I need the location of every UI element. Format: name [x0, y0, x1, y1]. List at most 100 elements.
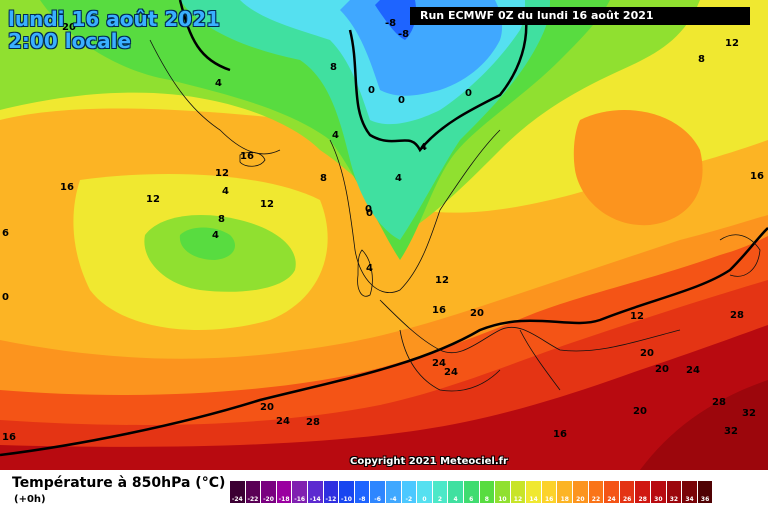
- contour-label: 12: [435, 275, 449, 286]
- scale-cell: 30: [651, 481, 667, 503]
- isotherm-north: [178, 0, 231, 72]
- scale-label: -16: [294, 496, 306, 503]
- contour-label: 32: [724, 426, 738, 437]
- scale-cell: -16: [292, 481, 308, 503]
- contour-label: 0: [398, 95, 405, 106]
- scale-cell: -8: [354, 481, 371, 503]
- scale-cell: 20: [573, 481, 589, 503]
- contour-label: 0: [366, 208, 373, 219]
- contour-label: 0: [465, 88, 472, 99]
- scale-cell: 6: [463, 481, 480, 503]
- contour-label: 4: [420, 142, 427, 153]
- contour-label: 28: [306, 417, 320, 428]
- scale-cell: 32: [666, 481, 683, 503]
- region-green-blob-core: [179, 227, 235, 260]
- coast-greenland: [149, 39, 281, 155]
- contour-label: 16: [60, 182, 74, 193]
- contour-label: 4: [212, 230, 219, 241]
- scale-label: 0: [422, 496, 427, 503]
- coast-iceland: [239, 151, 266, 167]
- scale-cell: -2: [401, 481, 418, 503]
- scale-label: 2: [437, 496, 443, 503]
- region-orange-east: [573, 110, 703, 226]
- scale-label: 26: [622, 496, 632, 503]
- contour-label: 16: [750, 171, 764, 182]
- coast-iberia: [399, 329, 501, 392]
- contour-label: 8: [330, 62, 337, 73]
- scale-cell: 26: [619, 481, 636, 503]
- scale-label: -20: [263, 496, 274, 503]
- scale-cell: 0: [417, 481, 433, 503]
- scale-label: 4: [453, 496, 458, 503]
- coastlines: [149, 39, 761, 392]
- scale-cell: 8: [479, 481, 496, 503]
- contour-label: 8: [320, 173, 327, 184]
- contour-label: 20: [470, 308, 484, 319]
- coast-italy: [519, 329, 561, 391]
- scale-cell: -4: [385, 481, 402, 503]
- scale-cell: 22: [588, 481, 605, 503]
- contour-label: 4: [215, 78, 222, 89]
- contour-label: 20: [633, 406, 647, 417]
- map-title: lundi 16 août 2021 2:00 locale: [8, 8, 220, 52]
- scale-label: -6: [374, 496, 381, 503]
- scale-cell: -20: [261, 481, 277, 503]
- scale-label: -2: [405, 496, 413, 503]
- scale-cell: -6: [370, 481, 386, 503]
- coast-caspian: [719, 234, 761, 277]
- run-info: Run ECMWF 0Z du lundi 16 août 2021: [410, 7, 750, 25]
- scale-label: 30: [654, 496, 663, 503]
- contour-label: 4: [222, 186, 229, 197]
- scale-label: 10: [498, 496, 507, 503]
- contour-label: 8: [218, 214, 225, 225]
- scale-label: 8: [484, 496, 489, 503]
- contour-label: 24: [686, 365, 700, 376]
- contour-label: 20: [62, 22, 76, 33]
- scale-label: -12: [325, 496, 337, 503]
- scale-cell: -18: [276, 481, 293, 503]
- contour-label: 20: [640, 348, 654, 359]
- isotherm-0: [348, 9, 528, 153]
- scale-label: -8: [358, 496, 366, 503]
- scale-cell: 4: [448, 481, 464, 503]
- scale-cell: 10: [495, 481, 511, 503]
- scale-label: 24: [607, 496, 616, 503]
- scale-label: 6: [469, 496, 474, 503]
- contour-label: 0: [368, 85, 375, 96]
- contour-label: 12: [215, 168, 229, 179]
- coast-britain: [357, 249, 373, 297]
- contour-label: 4: [332, 130, 339, 141]
- region-darkred: [0, 325, 768, 470]
- title-date: lundi 16 août 2021: [8, 7, 220, 31]
- contour-label: 24: [276, 416, 290, 427]
- contour-label: 16: [432, 305, 446, 316]
- contour-label: 32: [742, 408, 756, 419]
- color-scale: -24 -22 -20 -18 -16 -14 -12 -10 -8 -6 -4 -2 0 2 4 6 8 10 1…: [230, 481, 714, 503]
- contour-label: 20: [260, 402, 274, 413]
- scale-cell: -12: [323, 481, 340, 503]
- scale-label: -14: [309, 496, 321, 503]
- scale-cell: -24: [230, 481, 246, 503]
- contour-label: 16: [240, 151, 254, 162]
- scale-label: 28: [638, 496, 647, 503]
- scale-label: 36: [700, 496, 710, 503]
- contour-label: -8: [398, 29, 409, 40]
- contour-label: 12: [260, 199, 274, 210]
- contour-label: 12: [146, 194, 160, 205]
- scale-label: -24: [231, 496, 243, 503]
- contour-label: 4: [366, 263, 373, 274]
- variable-title: Température à 850hPa (°C): [12, 475, 226, 491]
- isotherm-20: [0, 227, 768, 457]
- copyright: Copyright 2021 Meteociel.fr: [350, 456, 508, 467]
- scale-label: -22: [247, 496, 259, 503]
- contour-label: 28: [730, 310, 744, 321]
- scale-label: 16: [544, 496, 554, 503]
- scale-label: -4: [389, 496, 397, 503]
- contour-label: 16: [2, 432, 16, 443]
- region-deepblue: [375, 0, 417, 40]
- contour-label: 12: [630, 311, 644, 322]
- scale-label: 20: [576, 496, 585, 503]
- scale-cell: -10: [339, 481, 355, 503]
- legend-footer: Température à 850hPa (°C) (+0h) -24 -22 -2…: [0, 470, 768, 512]
